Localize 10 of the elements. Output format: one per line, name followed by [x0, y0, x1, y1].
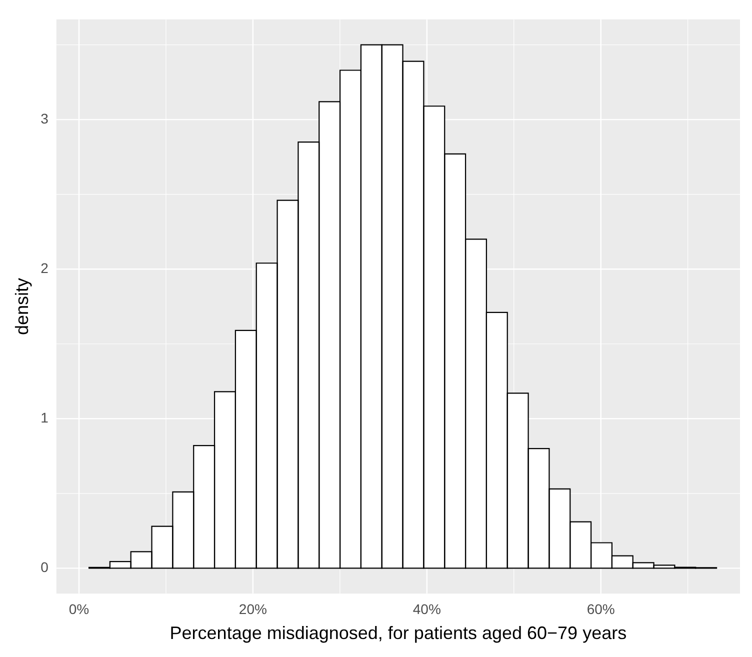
- y-tick-label: 3: [40, 110, 49, 126]
- x-tick-label: 20%: [238, 600, 267, 617]
- x-axis-title: Percentage misdiagnosed, for patients aged 60−79 years: [170, 623, 627, 644]
- y-tick-label: 0: [40, 559, 49, 576]
- x-tick-label: 60%: [586, 600, 615, 617]
- y-tick-label: 2: [40, 260, 49, 276]
- x-tick-label: 40%: [412, 600, 441, 617]
- y-tick-label: 1: [40, 410, 49, 426]
- y-axis-title: density: [12, 278, 32, 336]
- x-tick-label: 0%: [68, 600, 90, 617]
